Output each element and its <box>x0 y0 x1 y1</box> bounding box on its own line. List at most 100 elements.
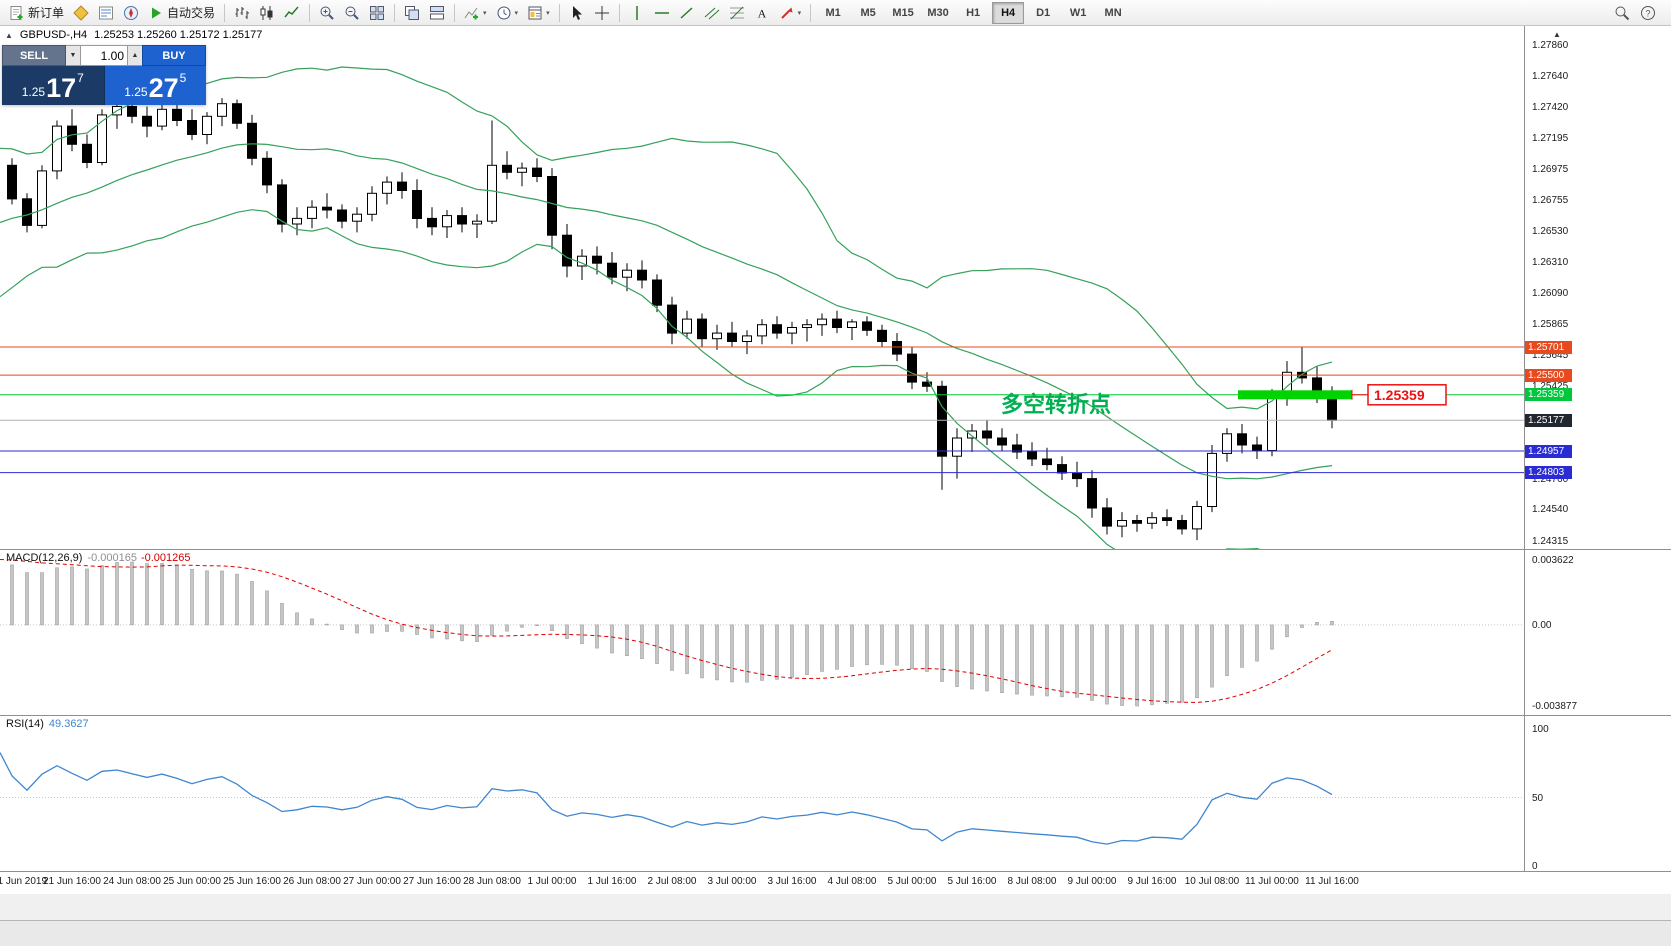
cascade-windows-icon <box>404 5 420 21</box>
candlestick-mode-button[interactable] <box>255 1 279 25</box>
toolbar-right-group: ? <box>1610 1 1666 25</box>
periods-icon <box>496 5 512 21</box>
time-label: 24 Jun 08:00 <box>103 876 161 887</box>
data-window-button[interactable] <box>94 1 118 25</box>
toolbar-separator <box>309 3 311 22</box>
bollinger-lower <box>0 209 1261 549</box>
timeframe-W1[interactable]: W1 <box>1069 6 1087 19</box>
time-label: 27 Jun 00:00 <box>343 876 401 887</box>
price-label: 1.25645 <box>1532 349 1569 361</box>
text-tool-button[interactable]: A <box>750 1 774 25</box>
buy-price-small: 1.25 <box>124 85 148 99</box>
tile-windows-button[interactable] <box>365 1 389 25</box>
price-label: 1.24760 <box>1532 473 1569 485</box>
arrange-windows-button[interactable] <box>425 1 449 25</box>
timeframe-H1[interactable]: H1 <box>966 6 981 19</box>
fibonacci-tool-button[interactable] <box>725 1 749 25</box>
buy-price-sup: 5 <box>179 71 187 85</box>
sell-price-small: 1.25 <box>21 85 46 99</box>
panel-separator[interactable] <box>0 715 1671 716</box>
panel-separator[interactable] <box>0 549 1671 550</box>
volume-decrease-button[interactable]: ▼ <box>66 45 80 66</box>
sell-price-display[interactable]: 1.25 17 7 <box>2 66 104 105</box>
help-button[interactable]: ? <box>1636 1 1660 25</box>
sell-button[interactable]: SELL <box>2 45 66 66</box>
line-chart-mode-button[interactable] <box>280 1 304 25</box>
window-bottom-area <box>0 920 1671 946</box>
timeframe-D1[interactable]: D1 <box>1036 6 1051 19</box>
time-label: 25 Jun 00:00 <box>163 876 221 887</box>
market-watch-button[interactable] <box>69 1 93 25</box>
caret-down-icon: ▾ <box>483 9 487 17</box>
zoom-in-icon <box>319 5 335 21</box>
timeframe-MN[interactable]: MN <box>1104 6 1122 19</box>
price-label: 1.25865 <box>1532 319 1569 330</box>
zoom-out-button[interactable] <box>340 1 364 25</box>
timeframe-M5[interactable]: M5 <box>860 6 876 19</box>
new-order-button[interactable]: 新订单 <box>5 1 68 25</box>
arrange-windows-icon <box>429 5 445 21</box>
time-label: 5 Jul 00:00 <box>887 876 937 887</box>
price-label: 1.26755 <box>1532 194 1569 206</box>
timeframe-M1[interactable]: M1 <box>825 6 841 19</box>
vertical-line-tool-button[interactable] <box>625 1 649 25</box>
toolbar-separator <box>224 3 226 22</box>
caret-down-icon: ▾ <box>546 9 550 17</box>
time-label: 3 Jul 00:00 <box>707 876 757 887</box>
volume-increase-button[interactable]: ▲ <box>128 45 142 66</box>
trendline-tool-button[interactable] <box>675 1 699 25</box>
rsi-scale-label: 0 <box>1532 861 1538 872</box>
timeframe-H4[interactable]: H4 <box>992 1 1025 24</box>
price-label: 1.24315 <box>1532 535 1569 547</box>
time-label: 27 Jun 16:00 <box>403 876 461 887</box>
templates-button[interactable]: ▾ <box>523 1 554 25</box>
navigator-button[interactable] <box>119 1 143 25</box>
timeframe-M15[interactable]: M15 <box>892 6 914 19</box>
indicators-icon <box>464 5 480 21</box>
crosshair-button[interactable] <box>590 1 614 25</box>
horizontal-line-tool-button[interactable] <box>650 1 674 25</box>
panel-separator[interactable] <box>0 871 1671 872</box>
buy-button[interactable]: BUY <box>142 45 206 66</box>
price-label: 1.26530 <box>1532 226 1569 237</box>
search-button[interactable] <box>1610 1 1634 25</box>
arrows-tool-button[interactable]: ▾ <box>775 1 806 25</box>
horizontal-line-tool-icon <box>654 5 670 21</box>
cascade-windows-button[interactable] <box>400 1 424 25</box>
chart-symbol: GBPUSD-,H4 <box>19 29 88 41</box>
navigator-icon <box>123 5 139 21</box>
chart-canvas[interactable]: 1.25359 多空转折点 <box>0 26 1524 871</box>
highlight-bar[interactable] <box>1238 390 1352 400</box>
one-click-collapse-icon[interactable]: ▲ <box>5 30 13 40</box>
scroll-up-icon[interactable]: ▲ <box>1553 30 1561 39</box>
time-label: 8 Jul 08:00 <box>1007 876 1057 887</box>
channel-tool-button[interactable] <box>700 1 724 25</box>
volume-input[interactable] <box>80 45 128 66</box>
time-label: 11 Jul 16:00 <box>1305 876 1359 887</box>
sell-price-sup: 7 <box>77 71 84 85</box>
price-label: 1.27195 <box>1532 133 1569 144</box>
price-label-connector <box>1351 389 1368 400</box>
cursor-button[interactable] <box>565 1 589 25</box>
time-label: 1 Jul 16:00 <box>587 876 637 887</box>
buy-price-display[interactable]: 1.25 27 5 <box>103 66 206 105</box>
price-label-box[interactable] <box>1367 384 1447 406</box>
periods-button[interactable]: ▾ <box>492 1 523 25</box>
zoom-out-icon <box>344 5 360 21</box>
buy-price-big: 27 <box>148 73 179 104</box>
time-label: 9 Jul 16:00 <box>1127 876 1177 887</box>
macd-scale-label: -0.003877 <box>1532 701 1578 712</box>
bar-chart-mode-button[interactable] <box>230 1 254 25</box>
timeframe-M30[interactable]: M30 <box>927 6 949 19</box>
autotrading-button[interactable]: 自动交易 <box>144 1 219 25</box>
zoom-in-button[interactable] <box>315 1 339 25</box>
annotation-text[interactable]: 多空转折点 <box>1001 392 1111 417</box>
bollinger-upper <box>0 66 1333 410</box>
toolbar-separator <box>618 3 620 22</box>
autotrading-label: 自动交易 <box>167 6 216 20</box>
price-scale[interactable]: ▲ 1.27860 1.27640 1.27420 1.27195 1.26975 1.2… <box>1524 26 1671 872</box>
indicators-button[interactable]: ▾ <box>460 1 491 25</box>
sell-price-big: 17 <box>46 73 77 104</box>
